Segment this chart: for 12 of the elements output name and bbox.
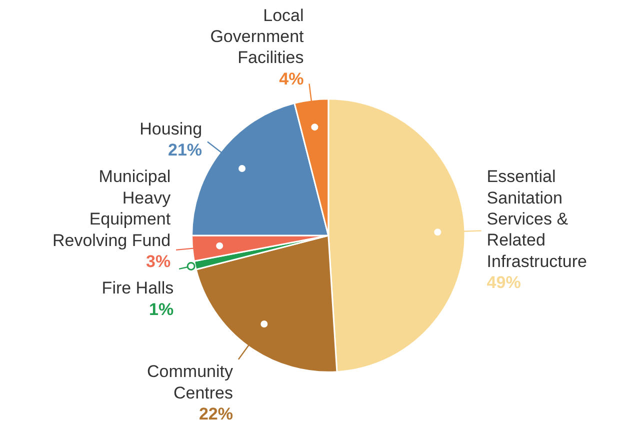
slice-label: Community Centres — [147, 362, 234, 402]
data-label: 3% — [146, 252, 171, 271]
data-label: 21% — [168, 140, 202, 160]
data-label: 4% — [279, 69, 304, 88]
slice-label: Local Government Facilities — [210, 6, 304, 68]
data-label: 22% — [198, 404, 233, 424]
slice-label: Fire Halls — [102, 278, 174, 298]
data-label: 49% — [486, 273, 521, 292]
slice-label: Essential Sanitation Services & Related Infrastructure — [486, 167, 587, 271]
data-label: 1% — [149, 300, 174, 319]
slice-label: Municipal Heavy Equipment Revolving Fund — [52, 167, 172, 250]
slice-label: Housing — [140, 119, 202, 138]
